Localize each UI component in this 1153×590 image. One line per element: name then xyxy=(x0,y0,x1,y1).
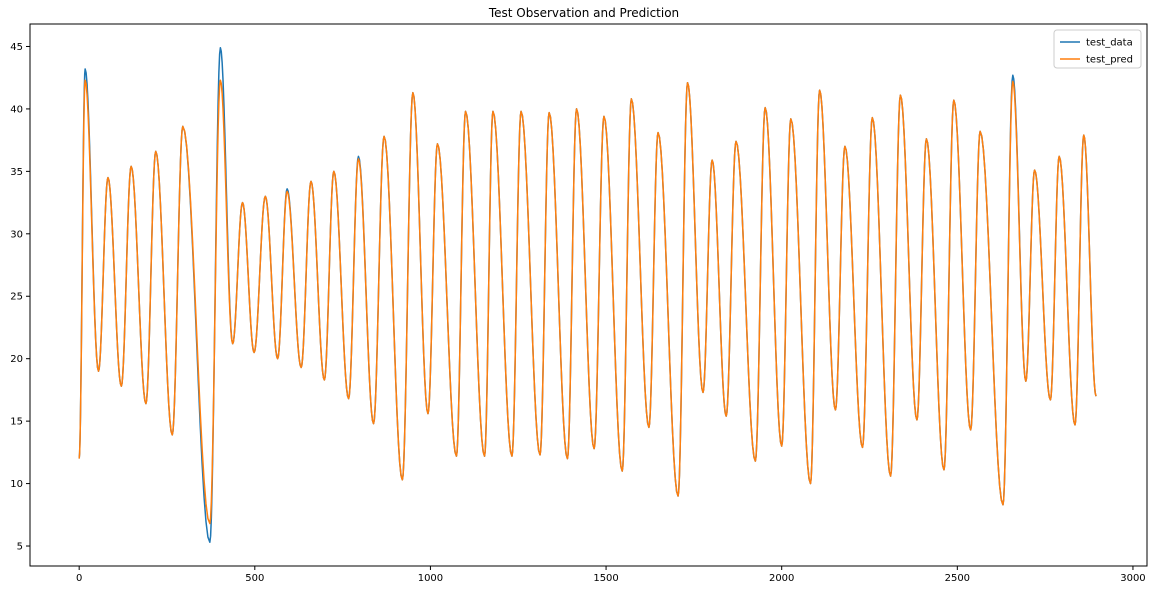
series-line-test-pred xyxy=(78,79,1097,525)
y-tick-label: 25 xyxy=(10,292,23,303)
y-tick-label: 35 xyxy=(10,167,23,178)
y-tick-label: 15 xyxy=(10,417,23,428)
x-tick-label: 500 xyxy=(245,573,264,584)
legend-label-test-data: test_data xyxy=(1086,38,1133,49)
y-tick-label: 30 xyxy=(10,229,23,240)
x-tick-label: 2000 xyxy=(769,573,794,584)
y-tick-label: 20 xyxy=(10,354,23,365)
plot-area-frame xyxy=(29,23,1148,567)
x-tick-label: 2500 xyxy=(945,573,970,584)
x-tick-label: 1500 xyxy=(593,573,618,584)
y-tick-label: 5 xyxy=(17,542,23,553)
legend-label-test-pred: test_pred xyxy=(1086,55,1133,66)
y-tick-label: 10 xyxy=(10,479,23,490)
y-tick-label: 40 xyxy=(10,104,23,115)
x-tick-label: 1000 xyxy=(418,573,443,584)
y-axis: 5 10 15 20 25 30 35 40 45 xyxy=(10,42,30,553)
x-axis: 0 500 1000 1500 2000 2500 3000 xyxy=(76,566,1146,584)
y-tick-label: 45 xyxy=(10,42,23,53)
chart-title: Test Observation and Prediction xyxy=(488,6,679,20)
legend: test_data test_pred xyxy=(1053,29,1142,69)
x-tick-label: 0 xyxy=(76,573,82,584)
series-layer xyxy=(78,46,1097,544)
x-tick-label: 3000 xyxy=(1120,573,1145,584)
